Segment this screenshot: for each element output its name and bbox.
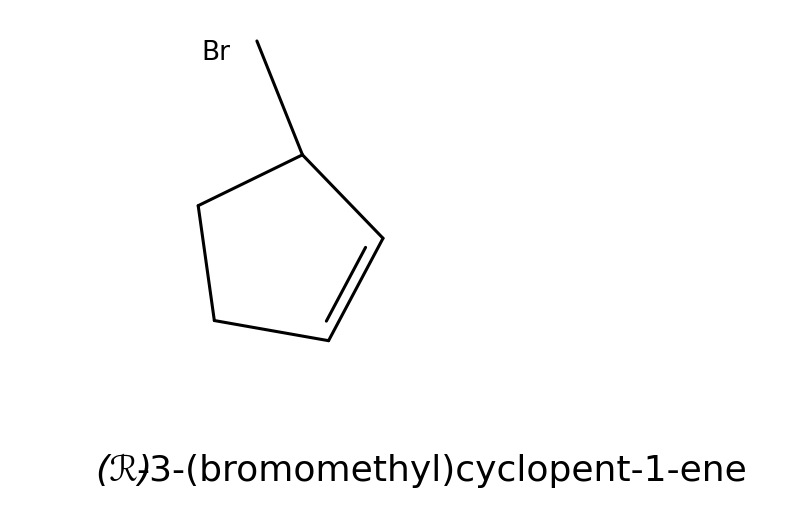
Text: -3-(bromomethyl)cyclopent-1-ene: -3-(bromomethyl)cyclopent-1-ene bbox=[136, 452, 746, 487]
Text: (ℛ): (ℛ) bbox=[95, 452, 153, 487]
Text: Br: Br bbox=[202, 40, 231, 66]
